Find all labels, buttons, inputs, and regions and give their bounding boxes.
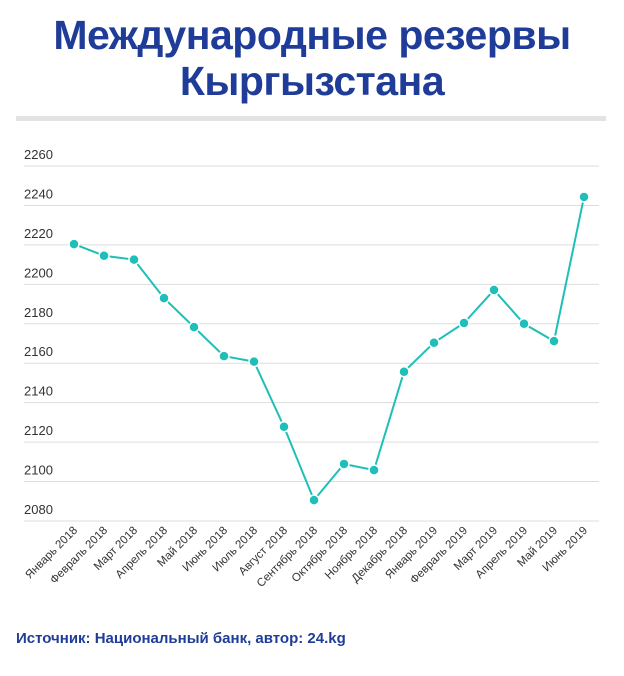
data-point [98, 249, 110, 262]
x-tick-label: Январь 2018 [23, 525, 80, 582]
data-point [248, 355, 260, 368]
data-point [278, 420, 290, 433]
data-point [458, 317, 470, 329]
data-point [428, 336, 440, 349]
x-tick-label: Ноябрь 2018 [323, 525, 380, 582]
data-point [308, 494, 320, 506]
data-point [68, 238, 80, 250]
title-line-2: Кыргызстана [179, 58, 445, 104]
y-tick-label: 2140 [24, 384, 53, 399]
y-tick-label: 2160 [24, 344, 53, 359]
data-point [578, 191, 590, 203]
data-point [368, 464, 380, 476]
y-tick-label: 2180 [24, 305, 53, 320]
chart-title: Международные резервы Кыргызстана [0, 12, 624, 104]
y-tick-label: 2220 [24, 226, 53, 241]
data-point [128, 253, 140, 266]
data-point [338, 458, 350, 470]
y-tick-label: 2080 [24, 502, 53, 517]
data-point [158, 292, 170, 304]
data-point [548, 335, 560, 347]
source-note: Источник: Национальный банк, автор: 24.k… [16, 630, 346, 647]
y-tick-label: 2240 [24, 186, 53, 201]
y-tick-label: 2100 [24, 463, 53, 478]
series-line [73, 196, 585, 503]
title-line-1: Международные резервы [53, 12, 571, 58]
data-point [188, 321, 200, 333]
y-tick-label: 2200 [24, 265, 53, 280]
y-tick-label: 2120 [24, 423, 53, 438]
data-point [518, 318, 530, 330]
y-tick-label: 2260 [24, 147, 53, 162]
data-point [398, 365, 410, 378]
data-point [488, 284, 500, 296]
title-divider [16, 116, 606, 121]
data-point [218, 350, 230, 362]
